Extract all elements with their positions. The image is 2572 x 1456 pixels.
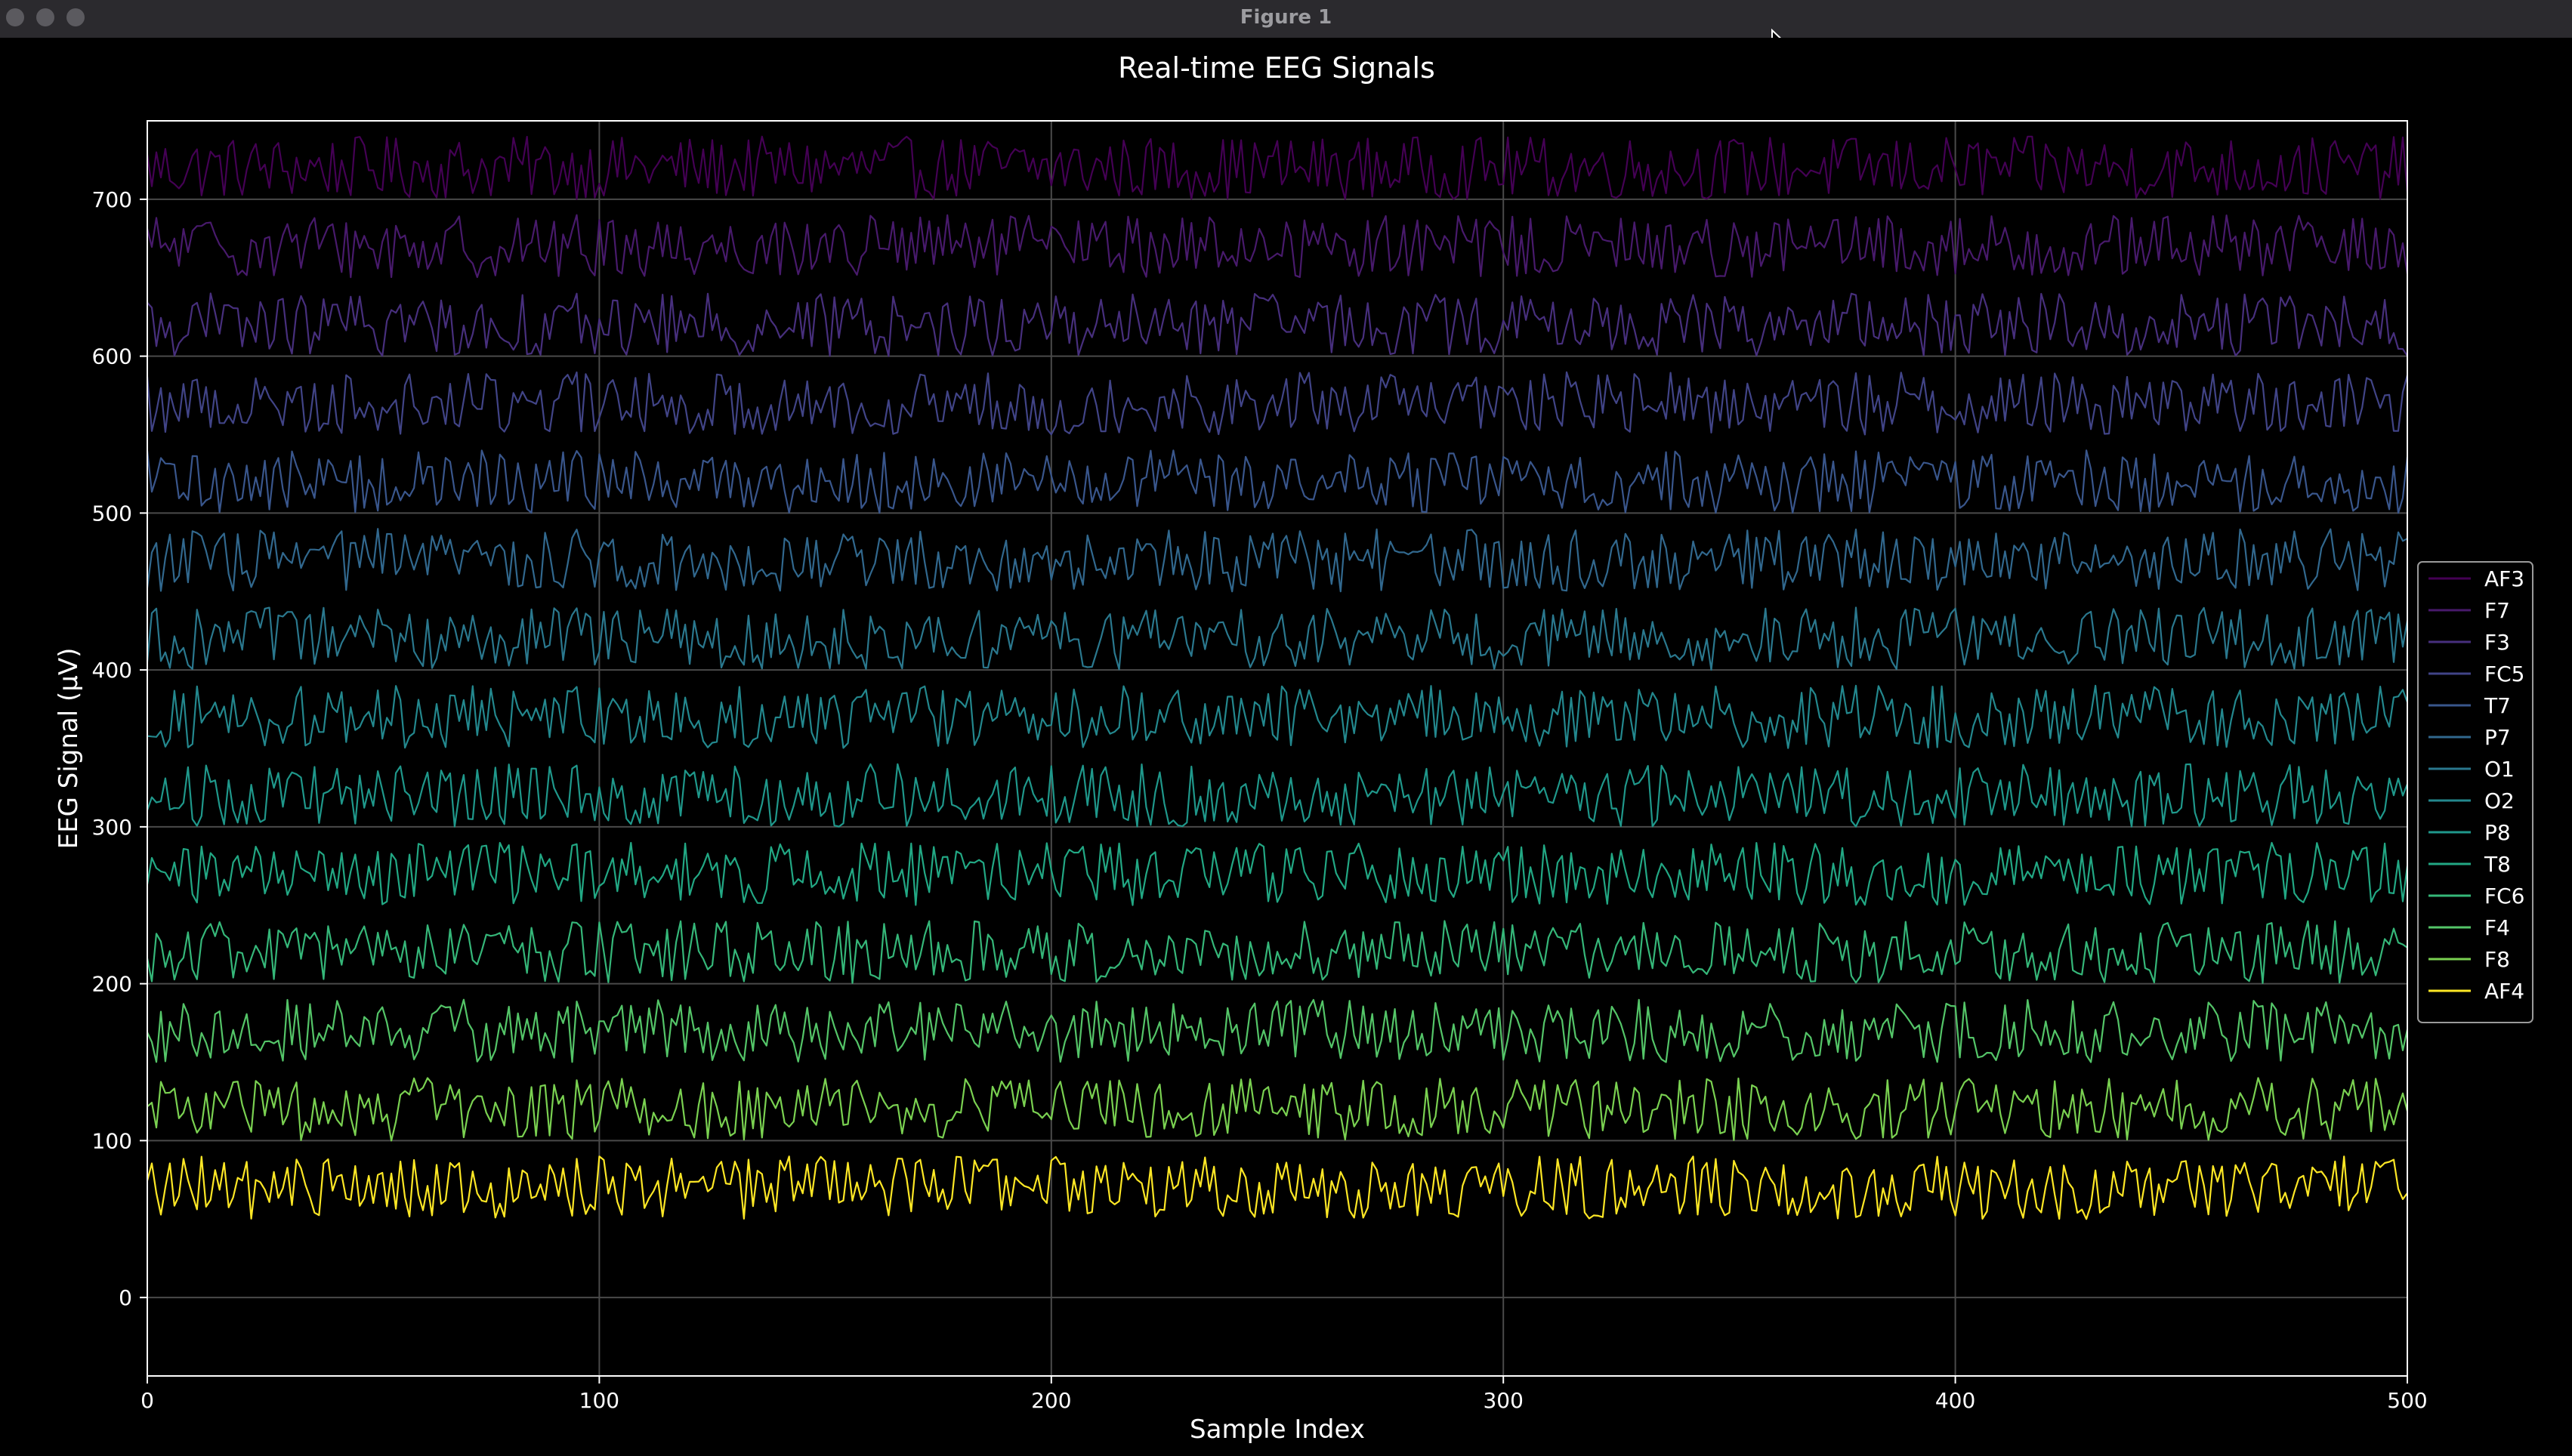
chart-title: Real-time EEG Signals (1118, 51, 1435, 85)
legend-label: F4 (2484, 915, 2510, 940)
eeg-chart: Real-time EEG Signals 0 100 200 300 400 500 0 1… (54, 51, 2533, 1445)
tick-group: 0 100 200 300 400 500 0 100 200 300 400 500 600 700 (92, 187, 2428, 1413)
legend-label: FC5 (2484, 662, 2524, 686)
window-titlebar: Figure 1 (0, 0, 2572, 39)
x-axis-label: Sample Index (1190, 1414, 1365, 1445)
y-tick-label: 500 (92, 501, 132, 526)
legend-label: P8 (2484, 820, 2511, 845)
legend-label: F7 (2484, 598, 2510, 623)
figure-canvas: Real-time EEG Signals 0 100 200 300 400 500 0 1… (0, 38, 2572, 1453)
minimize-window-icon[interactable] (36, 8, 54, 26)
legend-label: FC6 (2484, 884, 2524, 908)
legend-label: O1 (2484, 757, 2515, 782)
legend-label: AF4 (2484, 979, 2524, 1004)
series-line-t7 (146, 449, 2409, 514)
x-tick-label: 0 (140, 1388, 154, 1413)
axes-frame (147, 120, 2408, 1377)
x-tick-label: 500 (2387, 1388, 2427, 1413)
y-tick-label: 600 (92, 344, 132, 369)
maximize-window-icon[interactable] (66, 8, 85, 26)
series-line-af3 (146, 135, 2409, 200)
series-line-af4 (146, 1155, 2408, 1220)
grid (147, 121, 2408, 1376)
y-tick-label: 400 (92, 658, 132, 683)
series-line-f7 (146, 214, 2409, 279)
y-axis-label: EEG Signal (µV) (54, 648, 84, 850)
y-tick-label: 200 (92, 972, 132, 997)
y-tick-label: 300 (92, 815, 132, 840)
series-line-p8 (146, 763, 2409, 828)
series-line-f8 (147, 1077, 2409, 1142)
series-line-p7 (146, 528, 2408, 593)
series-line-t8 (146, 841, 2409, 906)
x-tick-label: 200 (1031, 1388, 1071, 1413)
y-tick-label: 100 (92, 1128, 132, 1153)
x-tick-label: 100 (579, 1388, 619, 1413)
y-tick-label: 700 (92, 187, 132, 212)
legend-label: P7 (2484, 725, 2511, 750)
close-window-icon[interactable] (6, 8, 24, 26)
x-tick-label: 400 (1935, 1388, 1975, 1413)
legend-label: F8 (2484, 947, 2510, 972)
y-tick-label: 0 (119, 1285, 132, 1310)
series-line-o2 (147, 684, 2409, 749)
window-title: Figure 1 (1240, 6, 1332, 29)
legend-label: F3 (2484, 630, 2510, 655)
legend-frame (2417, 561, 2533, 1023)
legend-label: T7 (2484, 693, 2511, 718)
legend: AF3 F7 F3 FC5 T7 P7 O1 O2 P8 T8 FC6 F4 F8 AF4 (2417, 561, 2533, 1023)
series-line-o1 (146, 606, 2409, 671)
legend-label: O2 (2484, 788, 2515, 813)
series-line-f4 (147, 998, 2409, 1063)
series-line-fc5 (146, 371, 2409, 436)
series-line-f3 (147, 292, 2408, 357)
series-line-fc6 (146, 920, 2408, 984)
legend-label: T8 (2484, 852, 2511, 877)
legend-label: AF3 (2484, 566, 2524, 591)
x-tick-label: 300 (1483, 1388, 1523, 1413)
